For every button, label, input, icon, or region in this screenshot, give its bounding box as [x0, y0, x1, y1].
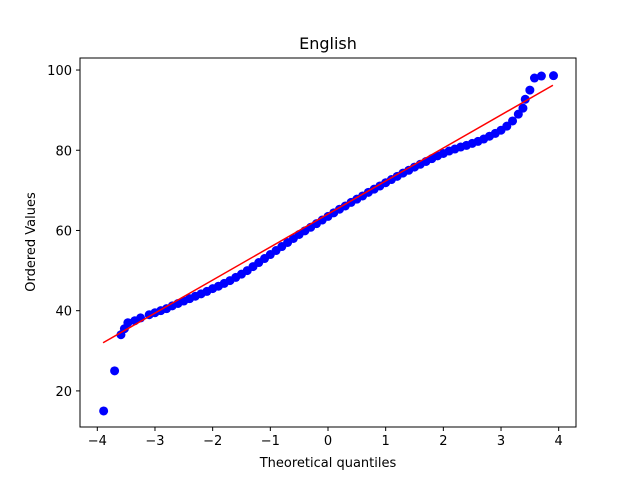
fit-line — [102, 84, 554, 344]
y-axis: 20 40 60 80 100 — [47, 64, 80, 400]
axes-frame — [79, 57, 577, 428]
x-axis: −4 −3 −2 −1 0 1 2 3 4 — [88, 427, 563, 449]
data-point — [110, 366, 120, 376]
data-point — [502, 121, 512, 131]
x-tick-label: −1 — [261, 434, 280, 449]
data-point — [529, 73, 539, 83]
x-tick-label: −2 — [203, 434, 222, 449]
x-tick-label: −4 — [88, 434, 107, 449]
x-axis-label: Theoretical quantiles — [259, 456, 397, 471]
y-tick-label: 60 — [55, 224, 72, 239]
x-tick-label: −3 — [145, 434, 164, 449]
x-tick-label: 4 — [555, 434, 563, 449]
x-tick-label: 0 — [324, 434, 332, 449]
data-point — [536, 71, 546, 81]
plot-area — [99, 71, 559, 416]
y-tick-label: 40 — [55, 305, 72, 320]
data-point — [549, 71, 559, 81]
x-tick-label: 1 — [382, 434, 390, 449]
data-point — [123, 318, 133, 328]
data-point — [518, 103, 528, 113]
x-tick-label: 3 — [497, 434, 505, 449]
y-axis-label: Ordered Values — [24, 192, 39, 292]
data-point — [99, 406, 109, 416]
data-point — [525, 85, 535, 95]
y-tick-label: 80 — [55, 144, 72, 159]
y-tick-label: 20 — [55, 385, 72, 400]
x-tick-label: 2 — [439, 434, 447, 449]
y-tick-label: 100 — [47, 64, 72, 79]
data-point — [508, 116, 518, 126]
chart-title: English — [299, 34, 357, 53]
